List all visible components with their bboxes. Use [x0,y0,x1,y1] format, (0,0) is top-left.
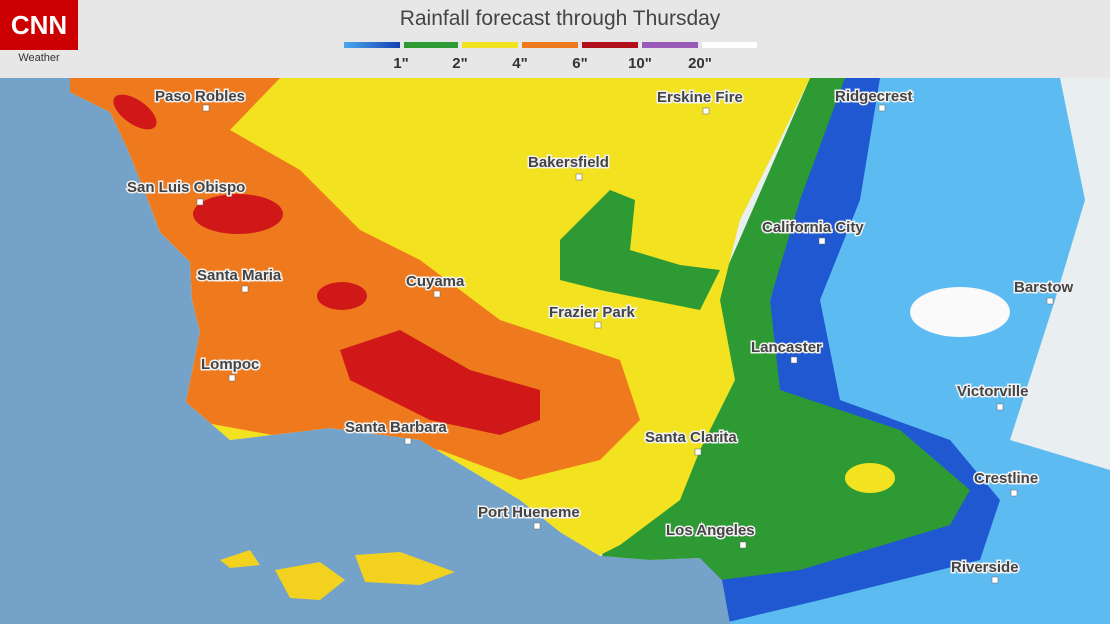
city-dot [202,104,210,112]
city-label: Paso Robles [155,88,245,105]
city-label: Erskine Fire [657,89,743,106]
city-label: Bakersfield [528,154,609,171]
legend-label: 6" [572,55,587,72]
city-label: Los Angeles [666,522,755,539]
city-dot [404,437,412,445]
city-dot [702,107,710,115]
city-label: Port Hueneme [478,504,580,521]
city-dot [533,522,541,530]
city-label: California City [762,219,864,236]
city-label: Santa Maria [197,267,282,284]
city-dot [739,541,747,549]
city-dot [575,173,583,181]
city-label: San Luis Obispo [127,179,245,196]
city-dot [241,285,249,293]
logo: CNN [11,10,67,40]
legend-label: 20" [688,55,712,72]
city-dot [996,403,1004,411]
city-dot [878,104,886,112]
city-label: Santa Clarita [645,429,737,446]
city-label: Riverside [951,559,1019,576]
legend-label: 10" [628,55,652,72]
city-dot [1046,297,1054,305]
city-label: Lompoc [201,356,259,373]
legend-label: 4" [512,55,527,72]
header [0,0,1110,78]
city-label: Victorville [957,383,1028,400]
city-dot [594,321,602,329]
islands [220,550,455,600]
legend [344,42,757,48]
legend-label: 1" [393,55,408,72]
city-label: Barstow [1014,279,1074,296]
map [0,78,1110,624]
city-dot [991,576,999,584]
city-label: Ridgecrest [835,88,913,105]
city-label: Crestline [974,470,1038,487]
legend-labels: 1" 2" 4" 6" 10" 20" [393,55,712,72]
title: Rainfall forecast through Thursday [400,7,721,30]
city-dot [196,198,204,206]
city-label: Frazier Park [549,304,636,321]
city-dot [1010,489,1018,497]
city-dot [433,290,441,298]
city-dot [694,448,702,456]
city-dot [818,237,826,245]
city-dot [790,356,798,364]
logo-sub: Weather [18,52,60,64]
city-label: Cuyama [406,273,465,290]
logo-box [0,0,78,50]
city-label: Santa Barbara [345,419,447,436]
city-dot [228,374,236,382]
city-label: Lancaster [751,339,822,356]
city-labels: Paso Robles San Luis Obispo Santa Maria Lom… [126,87,1075,584]
legend-label: 2" [452,55,467,72]
